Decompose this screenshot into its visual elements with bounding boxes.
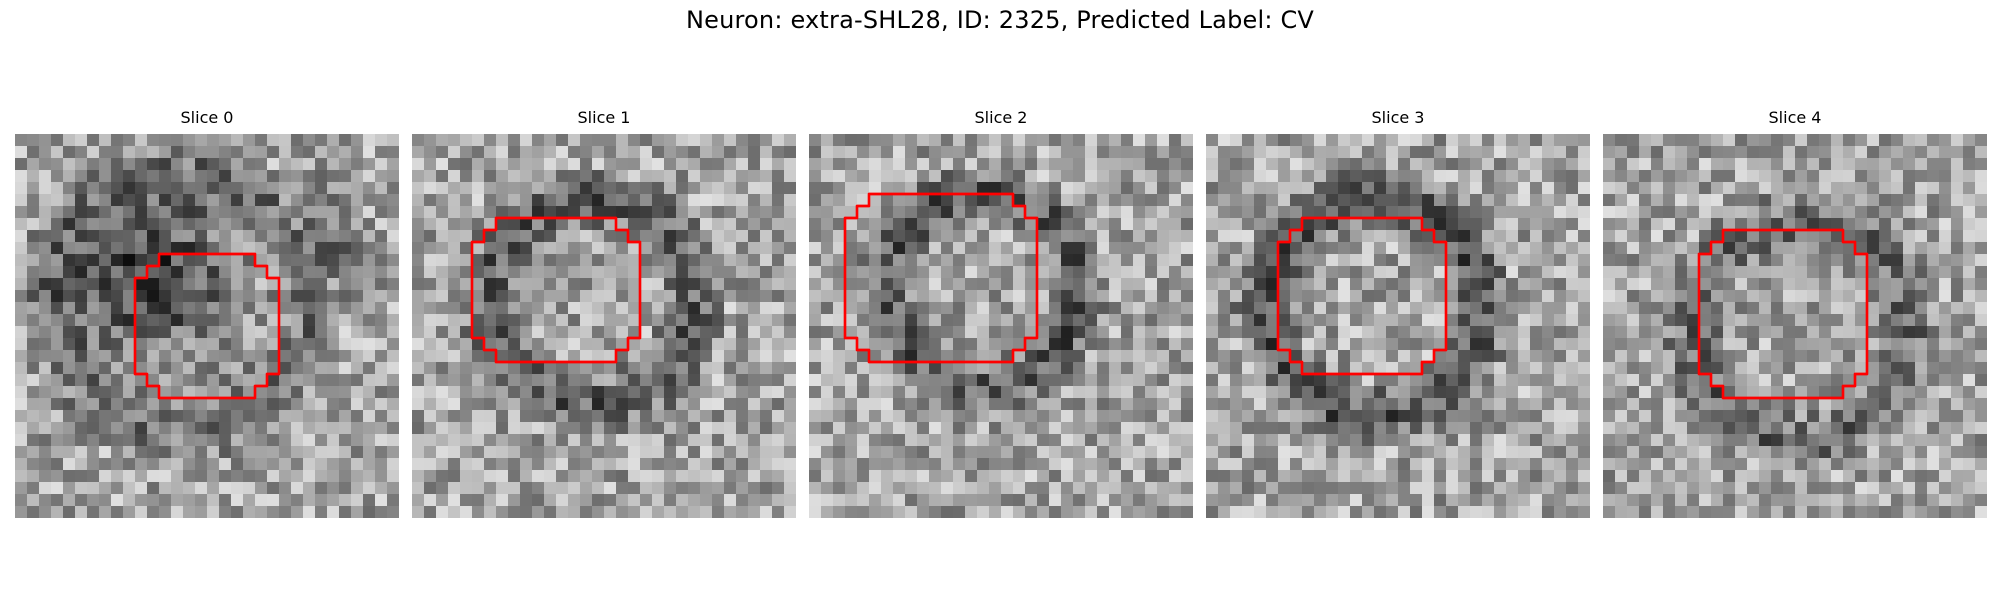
slice-title-0: Slice 0: [180, 108, 234, 127]
segmentation-contour-3: [1276, 216, 1448, 376]
slice-panel-3: Slice 3: [1206, 108, 1590, 518]
slice-image-3: [1206, 134, 1590, 518]
slice-panel-1: Slice 1: [412, 108, 796, 518]
contour-outline: [1276, 216, 1448, 376]
contour-outline: [133, 252, 281, 400]
contour-outline: [843, 192, 1039, 364]
segmentation-contour-4: [1697, 228, 1869, 400]
segmentation-contour-2: [843, 192, 1039, 364]
slice-title-3: Slice 3: [1371, 108, 1425, 127]
slice-image-2: [809, 134, 1193, 518]
slice-panel-2: Slice 2: [809, 108, 1193, 518]
segmentation-contour-1: [470, 216, 642, 364]
slice-title-4: Slice 4: [1768, 108, 1822, 127]
segmentation-contour-0: [133, 252, 281, 400]
slice-title-1: Slice 1: [577, 108, 631, 127]
contour-outline: [1697, 228, 1869, 400]
slice-panel-0: Slice 0: [15, 108, 399, 518]
figure-title: Neuron: extra-SHL28, ID: 2325, Predicted…: [685, 6, 1315, 34]
slice-title-2: Slice 2: [974, 108, 1028, 127]
slice-panel-4: Slice 4: [1603, 108, 1987, 518]
slice-image-0: [15, 134, 399, 518]
slice-image-4: [1603, 134, 1987, 518]
contour-outline: [470, 216, 642, 364]
slice-image-1: [412, 134, 796, 518]
